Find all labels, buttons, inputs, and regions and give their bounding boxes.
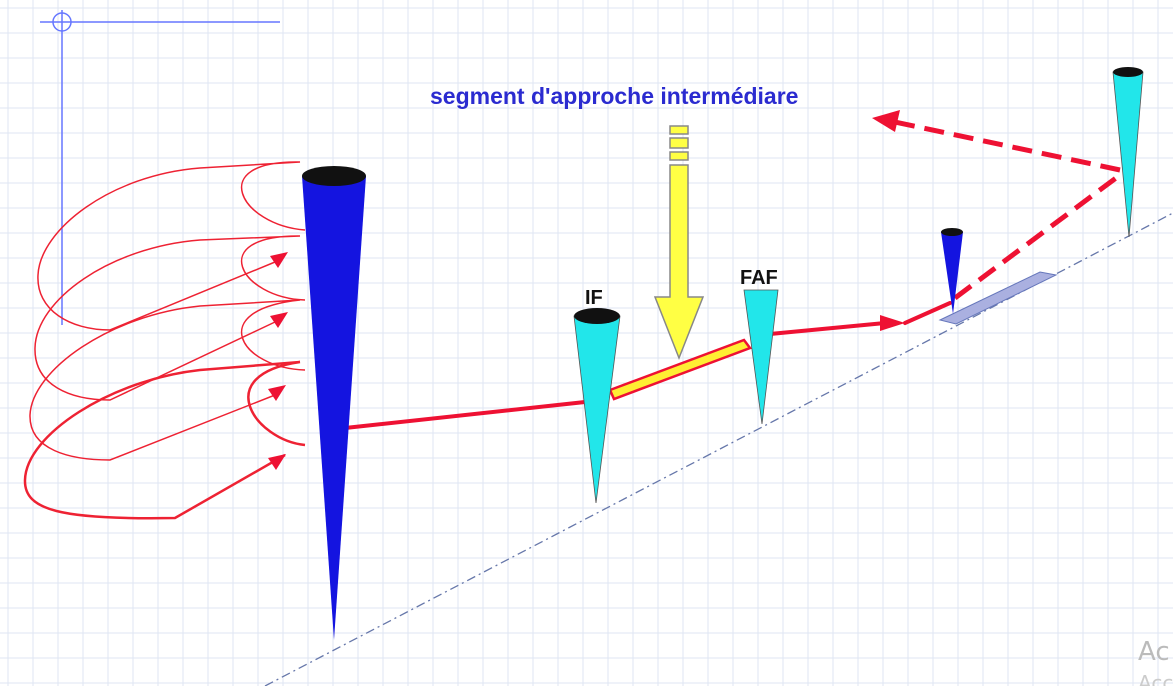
faf-beacon [743,289,779,425]
runway-beacon [941,228,963,314]
diagram-title: segment d'approche intermédiare [430,83,798,109]
faf-label: FAF [740,267,778,289]
track-arrowhead [880,315,905,331]
if-label: IF [585,287,603,309]
if-beacon [573,308,621,504]
holding-fix-beacon [302,166,366,640]
watermark-line-2: Acc [1138,671,1173,686]
missed-approach-path [894,119,1122,301]
missed-approach-beacon [1112,67,1144,238]
intermediate-segment [608,338,753,401]
watermark-line-1: Ac [1138,637,1170,667]
down-arrow-icon [653,125,705,361]
holding-pattern [23,161,306,520]
approach-track [343,301,952,430]
missed-approach-arrowhead [872,110,900,132]
runway [938,271,1058,325]
crosshair-icon [40,10,280,325]
holding-arrowheads [268,252,288,470]
